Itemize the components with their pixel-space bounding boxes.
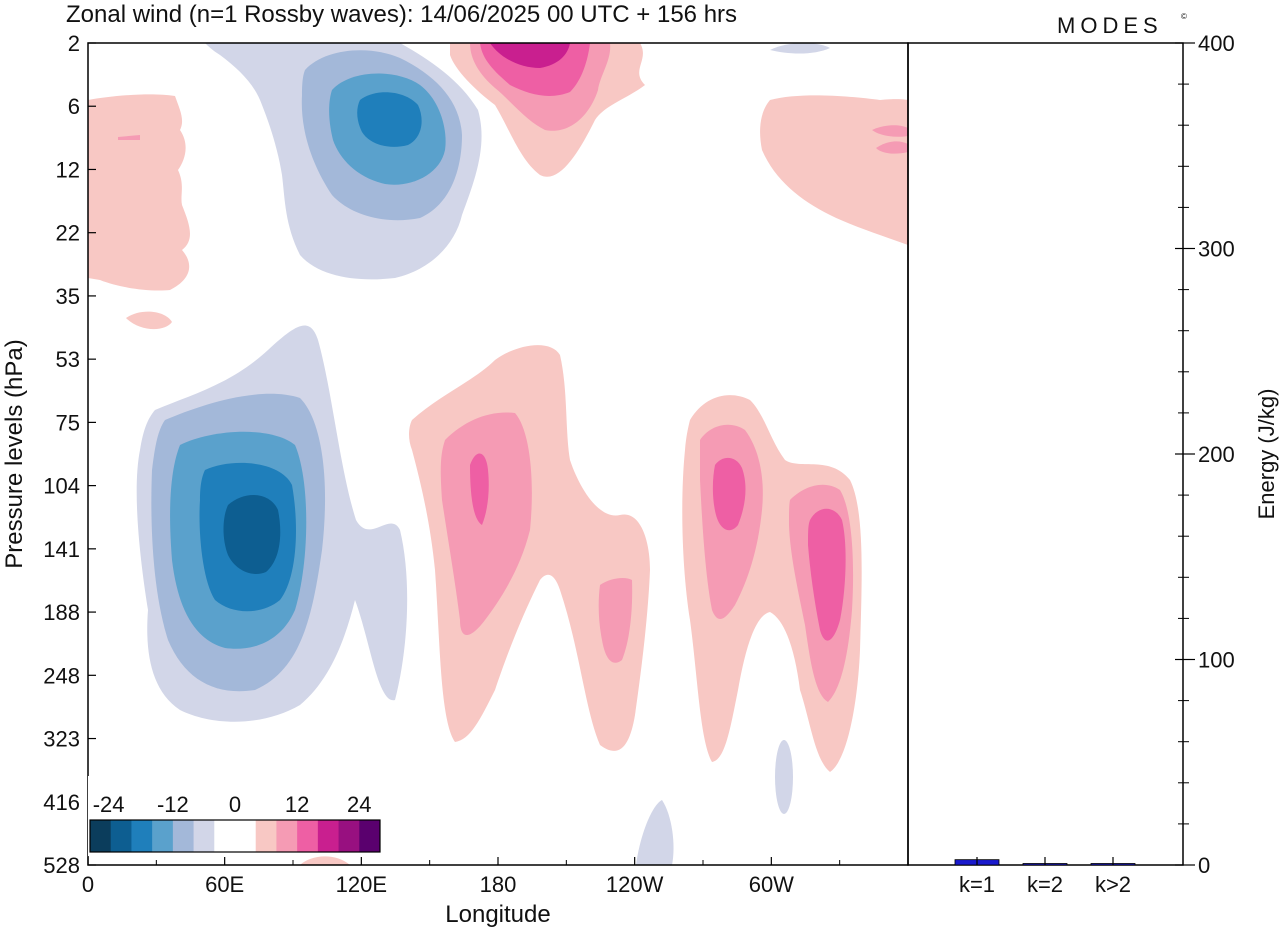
contour-level-pos-4 (490, 43, 570, 68)
contour-positive-dateline (409, 345, 650, 751)
contour-level-pos-1 (409, 345, 650, 751)
bar-plot-frame (907, 42, 1184, 866)
brand-logo: MODES (1057, 13, 1163, 38)
x-axis: 0 60E 120E 180 120W 60W (82, 857, 841, 897)
contour-level-pos-2 (118, 135, 140, 140)
y-tick-label: 416 (43, 790, 80, 815)
contour-level-pos-2 (872, 125, 908, 137)
y-tick-label: 104 (43, 474, 80, 499)
contour-level-pos-2 (876, 141, 908, 154)
contour-negative-spot (636, 800, 674, 865)
colorbar-swatch (297, 820, 319, 852)
colorbar: -24 -12 0 12 24 (88, 776, 382, 856)
bar-category-label: k>2 (1095, 872, 1131, 897)
colorbar-label: 12 (285, 792, 309, 817)
contour-positive-spot (300, 856, 350, 865)
colorbar-label: -12 (157, 792, 189, 817)
colorbar-swatch (338, 820, 360, 852)
contour-negative-stratosphere (205, 43, 482, 280)
y-axis: 2 6 12 22 35 53 75 104 141 188 248 323 416 528 (43, 31, 96, 878)
energy-tick-label: 200 (1198, 442, 1235, 467)
colorbar-frame (89, 819, 381, 853)
energy-axis-label: Energy (J/kg) (1254, 389, 1279, 520)
colorbar-swatch (172, 820, 195, 852)
energy-tick-label: 300 (1198, 237, 1235, 262)
y-tick-label: 53 (56, 347, 80, 372)
y-tick-label: 188 (43, 600, 80, 625)
contour-level-neg-4 (357, 92, 422, 147)
x-tick-label: 60W (749, 872, 794, 897)
y-tick-label: 35 (56, 284, 80, 309)
contour-level-pos-1 (760, 95, 908, 245)
contour-level-pos-3 (470, 453, 489, 525)
y-axis-label: Pressure levels (hPa) (1, 339, 28, 568)
contour-level-neg-5 (223, 494, 281, 575)
y-tick-label: 22 (56, 221, 80, 246)
x-tick-label: 120E (336, 872, 387, 897)
colorbar-label: -24 (93, 792, 125, 817)
contour-positive-left-edge (88, 94, 190, 330)
y-tick-label: 323 (43, 727, 80, 752)
energy-bars: k=1 k=2 k>2 (954, 857, 1136, 897)
colorbar-swatch (255, 820, 277, 852)
contour-positive-west (682, 395, 862, 772)
contour-level-pos-3 (808, 508, 846, 641)
y-tick-label: 6 (68, 94, 80, 119)
colorbar-swatch (214, 820, 236, 852)
y-tick-label: 141 (43, 537, 80, 562)
y-tick-label: 248 (43, 663, 80, 688)
contour-level-pos-3 (712, 457, 746, 531)
colorbar-swatch (131, 820, 153, 852)
contour-positive-right-edge (760, 95, 908, 245)
contour-positive-stratosphere (450, 43, 645, 177)
y-tick-label: 75 (56, 410, 80, 435)
contour-level-pos-2 (598, 577, 633, 663)
y-tick-label: 2 (68, 31, 80, 56)
x-tick-label: 120W (606, 872, 664, 897)
colorbar-swatch (110, 820, 132, 852)
energy-axis: 0 100 200 300 400 (1175, 31, 1235, 878)
colorbar-label: 24 (347, 792, 371, 817)
contour-level-pos-2 (440, 412, 532, 635)
contour-level-pos-1 (126, 311, 172, 330)
contour-field (88, 43, 908, 865)
colorbar-swatch (235, 820, 257, 852)
colorbar-swatch (193, 820, 215, 852)
contour-negative-troposphere (136, 325, 408, 722)
x-tick-label: 180 (480, 872, 517, 897)
bar-category-label: k=1 (959, 872, 995, 897)
x-tick-label: 0 (82, 872, 94, 897)
energy-tick-label: 0 (1198, 853, 1210, 878)
x-axis-label: Longitude (445, 901, 550, 928)
brand-mark: © (1181, 12, 1187, 21)
y-tick-label: 528 (43, 853, 80, 878)
energy-tick-label: 400 (1198, 31, 1235, 56)
colorbar-swatch (276, 820, 298, 852)
colorbar-swatch (359, 820, 381, 852)
colorbar-swatch (152, 820, 174, 852)
colorbar-label: 0 (229, 792, 241, 817)
contour-negative-spot (775, 740, 793, 814)
colorbar-swatch (90, 820, 112, 852)
contour-negative-spot (770, 43, 830, 54)
energy-tick-label: 100 (1198, 648, 1235, 673)
chart-title: Zonal wind (n=1 Rossby waves): 14/06/202… (66, 1, 737, 28)
bar-category-label: k=2 (1027, 872, 1063, 897)
colorbar-swatch (317, 820, 340, 852)
y-tick-label: 12 (56, 157, 80, 182)
contour-level-pos-1 (88, 94, 190, 291)
x-tick-label: 60E (205, 872, 244, 897)
